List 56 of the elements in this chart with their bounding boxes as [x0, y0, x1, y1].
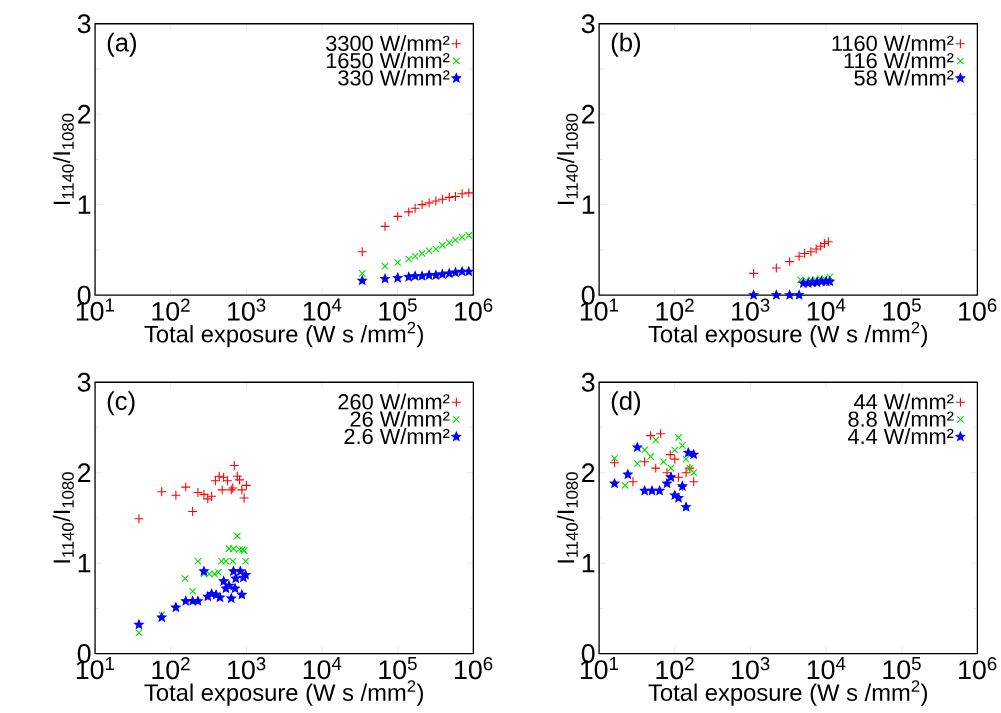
x-tick-label: 10$^{3}$: [732, 298, 770, 321]
x-tick-label: 10$^{3}$: [732, 657, 770, 680]
x-tick-label: 10$^{3}$: [228, 298, 266, 321]
y-tick-label: 1: [78, 553, 91, 573]
legend-label: 44 W/mm²: [854, 393, 954, 410]
legend-label: 1650 W/mm²: [326, 52, 450, 69]
y-axis-title: I$_{1140}$/I$_{1080}$: [52, 113, 74, 205]
y-tick-label: 2: [78, 463, 91, 483]
legend-label: 2.6 W/mm²: [344, 428, 450, 445]
x-tick-label: 10$^{4}$: [807, 657, 846, 680]
y-tick-label: 1: [78, 195, 91, 214]
y-tick-label: 3: [581, 14, 595, 34]
x-axis-title: Total exposure (W s /mm$^{2}$): [648, 680, 928, 706]
x-axis-title: Total exposure (W s /mm$^{2}$): [648, 321, 928, 348]
x-tick-label: 10$^{3}$: [228, 657, 266, 680]
annotation: (b): [611, 32, 641, 57]
y-tick-label: 1: [582, 553, 595, 573]
y-axis-title: I$_{1140}$/I$_{1080}$: [52, 472, 74, 563]
y-axis-title: I$_{1140}$/I$_{1080}$: [556, 472, 578, 563]
x-tick-label: 10$^{4}$: [807, 298, 846, 321]
x-tick-label: 10$^{2}$: [152, 657, 190, 680]
y-tick-label: 2: [78, 104, 91, 124]
y-tick-label: 2: [582, 104, 595, 124]
x-axis-title: Total exposure (W s /mm$^{2}$): [144, 321, 423, 348]
annotation: (d): [611, 391, 641, 416]
legend-label: 3300 W/mm²: [326, 35, 450, 52]
legend-label: 330 W/mm²: [338, 69, 450, 86]
x-tick-label: 10$^{2}$: [656, 657, 694, 680]
x-tick-label: 10$^{4}$: [303, 657, 342, 680]
legend-label: 26 W/mm²: [350, 410, 450, 427]
y-tick-label: 2: [582, 463, 595, 483]
y-tick-label: 3: [581, 372, 595, 392]
legend-label: 1160 W/mm²: [832, 35, 954, 52]
x-tick-label: 10$^{5}$: [883, 657, 921, 680]
annotation: (c): [107, 391, 135, 416]
x-tick-label: 10$^{2}$: [656, 298, 694, 321]
x-tick-label: 10$^{6}$: [959, 657, 997, 680]
x-tick-label: 10$^{4}$: [303, 298, 342, 321]
x-tick-label: 10$^{2}$: [152, 298, 190, 321]
legend-label: 260 W/mm²: [338, 393, 450, 410]
x-tick-label: 10$^{5}$: [379, 298, 417, 321]
x-tick-label: 10$^{6}$: [455, 298, 493, 321]
annotation: (a): [107, 32, 136, 57]
legend-label: 58 W/mm²: [854, 69, 954, 86]
y-tick-label: 3: [77, 372, 91, 392]
x-axis-title: Total exposure (W s /mm$^{2}$): [144, 680, 423, 706]
legend-label: 4.4 W/mm²: [847, 428, 954, 445]
x-tick-label: 10$^{6}$: [959, 298, 997, 321]
legend-label: 116 W/mm²: [844, 52, 954, 69]
y-tick-label: 3: [77, 14, 91, 34]
legend-label: 8.8 W/mm²: [848, 410, 954, 427]
x-tick-label: 10$^{5}$: [883, 298, 921, 321]
y-tick-label: 1: [582, 195, 595, 214]
y-axis-title: I$_{1140}$/I$_{1080}$: [556, 113, 578, 205]
x-tick-label: 10$^{6}$: [455, 657, 493, 680]
x-tick-label: 10$^{5}$: [379, 657, 417, 680]
